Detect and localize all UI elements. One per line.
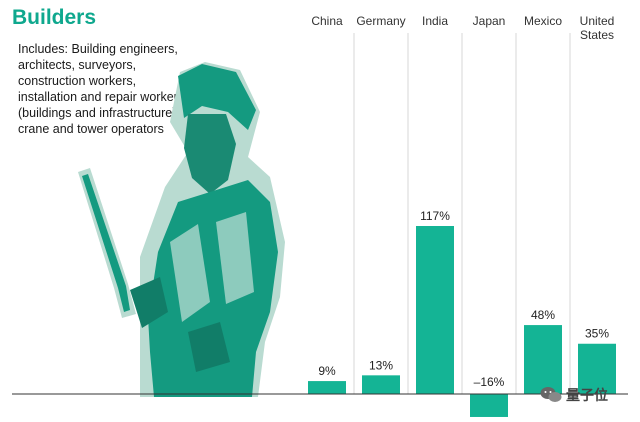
data-label: 9% bbox=[318, 364, 336, 378]
data-label: –16% bbox=[474, 375, 505, 389]
x-tick-label: China bbox=[311, 14, 343, 28]
page-title: Builders bbox=[12, 6, 97, 29]
data-label: 13% bbox=[369, 358, 393, 372]
bar-china bbox=[308, 381, 346, 394]
bar-germany bbox=[362, 375, 400, 394]
labels: China 9% Germany 13% India 117% Japan –16% Mexic… bbox=[311, 14, 614, 389]
watermark-text: 量子位 bbox=[566, 387, 608, 403]
x-tick-label: Mexico bbox=[524, 14, 562, 28]
watermark: 量子位 bbox=[540, 385, 608, 405]
data-label: 35% bbox=[585, 327, 609, 341]
bar-united-states bbox=[578, 343, 616, 394]
x-tick-label: States bbox=[580, 28, 614, 42]
gridlines bbox=[353, 33, 571, 394]
x-tick-label: India bbox=[422, 14, 448, 28]
wechat-icon bbox=[540, 387, 562, 402]
x-tick-label: Japan bbox=[473, 14, 506, 28]
welder-illustration bbox=[78, 62, 285, 397]
data-label: 48% bbox=[531, 308, 555, 322]
bar-mexico bbox=[524, 325, 562, 394]
bar-india bbox=[416, 226, 454, 394]
bars bbox=[308, 226, 616, 417]
x-tick-label: Germany bbox=[356, 14, 405, 28]
bar-japan bbox=[470, 394, 508, 417]
description-text: Includes: Building engineers, architects… bbox=[18, 42, 185, 136]
x-tick-label: United bbox=[580, 14, 615, 28]
data-label: 117% bbox=[420, 209, 450, 223]
